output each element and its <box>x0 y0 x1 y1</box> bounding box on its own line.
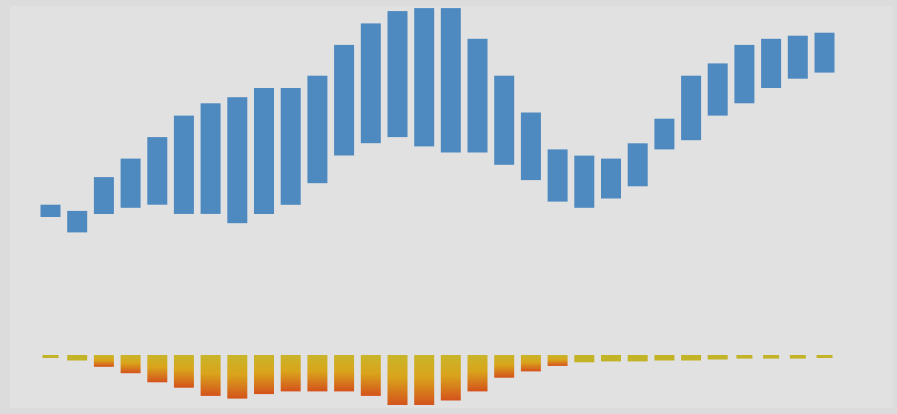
upper-bar-2 <box>67 210 88 233</box>
upper-bar-6 <box>173 115 194 214</box>
lower-bar-7 <box>200 355 221 396</box>
upper-bar-12 <box>334 44 355 156</box>
upper-bar-13 <box>360 23 381 144</box>
upper-bar-27 <box>734 44 755 104</box>
upper-bar-24 <box>654 118 675 150</box>
upper-bar-26 <box>707 63 728 116</box>
lower-bar-1 <box>42 355 59 358</box>
lower-bar-3 <box>93 355 114 367</box>
lower-bar-15 <box>414 355 435 405</box>
upper-bar-22 <box>601 158 621 199</box>
upper-bar-23 <box>627 143 648 187</box>
upper-bar-1 <box>40 204 61 217</box>
upper-bar-25 <box>681 75 702 141</box>
upper-bar-20 <box>547 149 568 202</box>
upper-bar-8 <box>227 97 248 224</box>
upper-bar-19 <box>520 112 541 181</box>
lower-bar-25 <box>681 355 702 361</box>
upper-bar-17 <box>467 38 488 153</box>
lower-bar-27 <box>736 355 753 359</box>
lower-bar-22 <box>601 355 621 362</box>
lower-bar-13 <box>360 355 381 396</box>
lower-bar-6 <box>173 355 194 388</box>
lower-bar-18 <box>494 355 515 378</box>
lower-bar-8 <box>227 355 248 399</box>
upper-bar-14 <box>387 11 408 138</box>
lower-bar-11 <box>307 355 328 392</box>
lower-bar-2 <box>67 355 88 361</box>
lower-bar-4 <box>120 355 141 374</box>
upper-bar-30 <box>814 32 835 73</box>
lower-bar-20 <box>547 355 568 366</box>
lower-bar-29 <box>789 355 806 359</box>
upper-bar-series <box>40 8 835 233</box>
lower-bar-10 <box>280 355 301 392</box>
lower-bar-23 <box>627 355 648 362</box>
lower-bar-series <box>42 355 833 405</box>
upper-bar-28 <box>761 38 782 88</box>
upper-bar-5 <box>147 137 168 205</box>
upper-bar-10 <box>280 88 301 205</box>
upper-bar-29 <box>787 35 808 79</box>
upper-bar-21 <box>574 155 595 208</box>
lower-bar-30 <box>816 355 833 358</box>
upper-bar-7 <box>200 103 221 214</box>
lower-bar-12 <box>334 355 355 392</box>
lower-bar-24 <box>654 355 675 361</box>
lower-bar-21 <box>574 355 595 363</box>
lower-bar-14 <box>387 355 408 405</box>
lower-bar-28 <box>763 355 780 359</box>
upper-bar-18 <box>494 75 515 165</box>
upper-bar-9 <box>254 88 274 214</box>
lower-bar-19 <box>520 355 541 372</box>
upper-bar-4 <box>120 158 141 208</box>
lower-bar-16 <box>440 355 461 401</box>
upper-bar-11 <box>307 75 328 184</box>
lower-bar-5 <box>147 355 168 383</box>
upper-bar-15 <box>414 8 435 147</box>
lower-bar-17 <box>467 355 488 392</box>
upper-bar-3 <box>93 177 114 214</box>
lower-bar-26 <box>707 355 728 360</box>
upper-bar-16 <box>440 8 461 153</box>
lower-bar-9 <box>254 355 274 395</box>
